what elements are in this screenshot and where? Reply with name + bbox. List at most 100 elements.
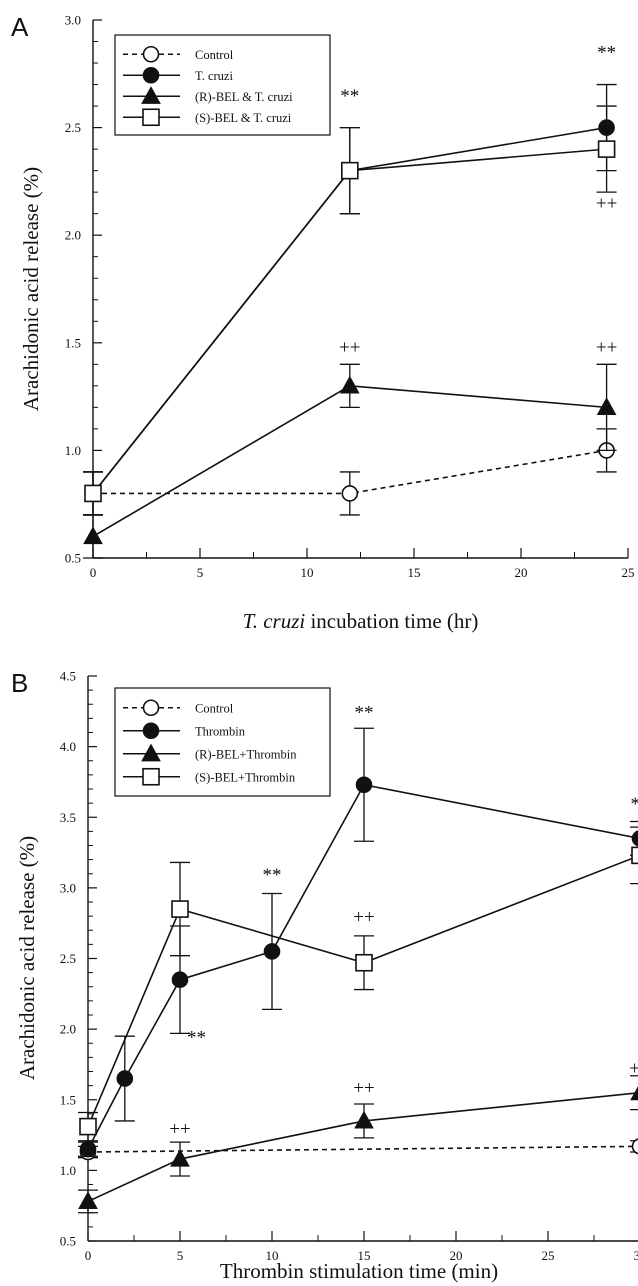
panel-b-series-r-bel-thrombin-marker (170, 1148, 190, 1167)
panel-a-series-s-bel-t-cruzi-marker (597, 140, 616, 158)
panel-b-series-thrombin-marker (355, 776, 373, 794)
panel-a: A 0.5 1.0 1.5 2.0 2.5 3.0 0 5 10 15 20 25 Arachidonic… (11, 12, 635, 633)
panel-b-y-tick-label: 1.0 (60, 1163, 76, 1178)
panel-b-series-thrombin-line (87, 783, 638, 1150)
panel-b-series-s-bel-thrombin-marker (631, 846, 638, 865)
panel-b-x-tick-label: 15 (358, 1248, 371, 1263)
panel-b-x-axis-title: Thrombin stimulation time (min) (220, 1259, 498, 1283)
panel-b-y-tick-label: 4.0 (60, 739, 76, 754)
panel-a-legend-label: Control (195, 48, 234, 62)
panel-a-series-control (83, 428, 617, 516)
panel-b-y-tick-label: 3.5 (60, 810, 76, 825)
panel-b-series-s-bel-thrombin (78, 826, 638, 1142)
panel-a-label: A (11, 12, 29, 42)
panel-b-legend-label: Control (195, 701, 234, 715)
panel-b-series-thrombin-marker (79, 1140, 97, 1158)
panel-a-significance-mark: ++ (596, 338, 617, 359)
panel-b-significance-mark: ** (631, 794, 638, 815)
panel-b-series-r-bel-thrombin (78, 1075, 638, 1214)
panel-b-legend-label: (R)-BEL+Thrombin (195, 747, 297, 761)
panel-b-series-control-marker (631, 1138, 638, 1155)
panel-b-y-tick-label: 0.5 (60, 1234, 76, 1249)
panel-a-series-r-bel-t-cruzi-marker (339, 375, 360, 394)
panel-b-legend-marker (141, 743, 161, 762)
panel-b-significance-mark: ++ (169, 1119, 190, 1140)
panel-b-series-r-bel-thrombin-marker (354, 1110, 374, 1129)
panel-b-x-tick-label: 30 (634, 1248, 638, 1263)
panel-a-series-s-bel-t-cruzi-marker (84, 484, 102, 503)
panel-a-series-s-bel-t-cruzi (83, 105, 617, 516)
panel-a-y-axis-title: Arachidonic acid release (%) (19, 167, 43, 411)
panel-a-significance-mark: ++ (596, 193, 617, 214)
panel-b-label: B (11, 668, 28, 698)
panel-b-series-thrombin-marker (631, 830, 638, 847)
panel-a-legend-marker (142, 45, 160, 63)
panel-a-y-tick-label: 1.5 (65, 335, 81, 350)
panel-b-significance-mark: ++ (353, 1078, 374, 1099)
panel-a-series-r-bel-t-cruzi-marker (596, 397, 617, 415)
panel-b-legend-label: Thrombin (195, 724, 246, 738)
panel-a-y-tick-label: 3.0 (65, 13, 81, 28)
panel-b-series-thrombin-marker (171, 971, 189, 988)
panel-b-series-r-bel-thrombin-marker (78, 1191, 98, 1210)
panel-a-legend-label: (R)-BEL & T. cruzi (195, 90, 293, 104)
panel-a-series-control-marker (341, 485, 359, 502)
panel-a-y-tick-label: 2.0 (65, 228, 81, 243)
panel-b-significance-mark: ++ (629, 1058, 638, 1079)
panel-b-significance-mark: ** (187, 1027, 206, 1048)
panel-b-series-control (78, 1138, 638, 1161)
panel-a-x-tick-label: 5 (197, 565, 204, 580)
panel-b-y-tick-label: 2.0 (60, 1022, 76, 1037)
panel-b-significance-mark: ++ (353, 907, 374, 928)
panel-b-legend: Control Thrombin (R)-BEL+Thrombin (S)-BEL+T… (114, 687, 331, 797)
panel-b-series-r-bel-thrombin-line (87, 1092, 638, 1203)
panel-a-series-r-bel-t-cruzi (83, 363, 617, 559)
panel-b-series-thrombin (78, 727, 638, 1158)
panel-a-x-axis-title: T. cruzi incubation time (hr) (243, 609, 479, 633)
panel-b-series-s-bel-thrombin-marker (79, 1117, 97, 1136)
panel-b-x-tick-label: 25 (542, 1248, 555, 1263)
panel-a-x-tick-label: 20 (515, 565, 528, 580)
panel-a-x-axis-title-italic: T. cruzi (243, 609, 306, 633)
panel-b-series-control-line (87, 1145, 638, 1153)
panel-a-y-tick-label: 1.0 (65, 443, 81, 458)
panel-a-significance-mark: ++ (339, 338, 360, 359)
panel-a-x-tick-label: 0 (90, 565, 97, 580)
panel-b-y-tick-label: 3.0 (60, 880, 76, 895)
panel-b-y-axis-title: Arachidonic acid release (%) (15, 836, 39, 1080)
panel-a-significance-mark: ** (597, 43, 616, 64)
panel-a-legend: Control T. cruzi (R)-BEL & T. cruzi (S)-BEL… (114, 34, 331, 136)
panel-a-x-tick-label: 10 (301, 565, 314, 580)
panel-a-legend-marker (141, 86, 161, 104)
panel-a-series-r-bel-t-cruzi-marker (83, 526, 103, 545)
panel-a-legend-label: T. cruzi (195, 69, 233, 83)
panel-b-y-tick-label: 4.5 (60, 669, 76, 684)
panel-b-legend-marker (142, 722, 160, 740)
panel-a-legend-label: (S)-BEL & T. cruzi (195, 111, 292, 125)
panel-a-legend-marker (142, 108, 160, 127)
panel-b-x-tick-label: 10 (266, 1248, 279, 1263)
panel-a-x-axis-title-text: incubation time (hr) (305, 609, 478, 633)
panel-a-series-s-bel-t-cruzi-marker (340, 161, 359, 180)
panel-b: B 0.5 1.0 1.5 2.0 2.5 3.0 3.5 4.0 4.5 0 5 10 15 20 25 30… (11, 668, 638, 1283)
panel-a-y-tick-label: 2.5 (65, 120, 81, 135)
panel-b-series-s-bel-thrombin-line (87, 855, 638, 1127)
panel-b-legend-marker (142, 767, 160, 786)
panel-b-x-tick-label: 0 (85, 1248, 92, 1263)
panel-b-series-r-bel-thrombin-marker (630, 1086, 638, 1101)
panel-b-series-s-bel-thrombin-marker (355, 953, 373, 972)
panel-b-y-tick-label: 2.5 (60, 951, 76, 966)
panel-b-series-thrombin-marker (263, 943, 281, 960)
panel-b-significance-mark: ** (355, 702, 374, 723)
panel-a-significance-mark: ** (340, 86, 359, 107)
panel-b-legend-marker (142, 699, 160, 717)
panel-b-y-tick-label: 1.5 (60, 1092, 76, 1107)
panel-a-x-tick-label: 15 (408, 565, 421, 580)
panel-b-x-axis-title-text: Thrombin stimulation time (min) (220, 1259, 498, 1283)
panel-a-y-tick-label: 0.5 (65, 551, 81, 566)
panel-a-x-tick-label: 25 (622, 565, 635, 580)
panel-b-series-thrombin-marker (116, 1070, 134, 1087)
panel-b-significance-mark: ** (263, 865, 282, 886)
panel-a-legend-marker (142, 66, 160, 84)
